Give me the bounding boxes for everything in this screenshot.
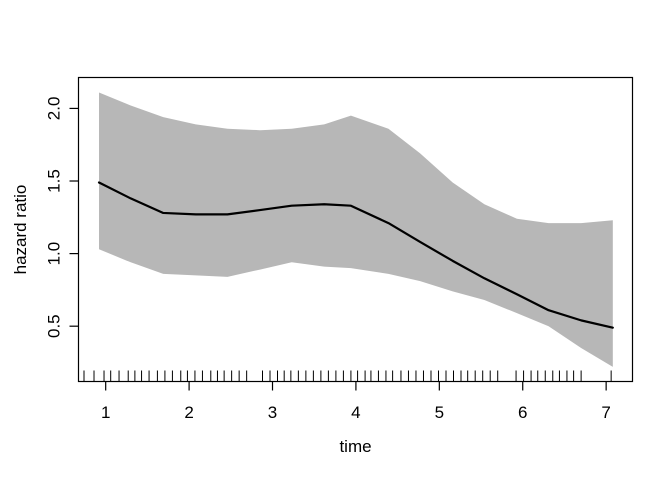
y-tick-label: 1.5 (45, 169, 64, 193)
confidence-band (99, 92, 613, 367)
confidence-band-layer (99, 92, 613, 367)
y-axis-title: hazard ratio (11, 185, 30, 275)
y-axis: 0.5 1.0 1.5 2.0 (45, 97, 79, 338)
x-axis: 1 2 3 4 5 6 7 (101, 381, 611, 422)
plot-frame (77, 76, 634, 383)
x-tick-label: 5 (435, 403, 444, 422)
x-axis-title: time (339, 437, 371, 456)
x-tick-label: 6 (518, 403, 527, 422)
fit-curve-layer (97, 181, 614, 329)
y-tick-label: 1.0 (45, 242, 64, 266)
x-tick-label: 4 (351, 403, 360, 422)
x-tick-label: 3 (268, 403, 277, 422)
rug-layer (83, 370, 612, 381)
hazard-ratio-curve (97, 181, 614, 329)
y-tick-label: 2.0 (45, 97, 64, 121)
x-tick-label: 1 (101, 403, 110, 422)
x-tick-label: 2 (184, 403, 193, 422)
x-tick-label: 7 (601, 403, 610, 422)
y-tick-label: 0.5 (45, 314, 64, 338)
